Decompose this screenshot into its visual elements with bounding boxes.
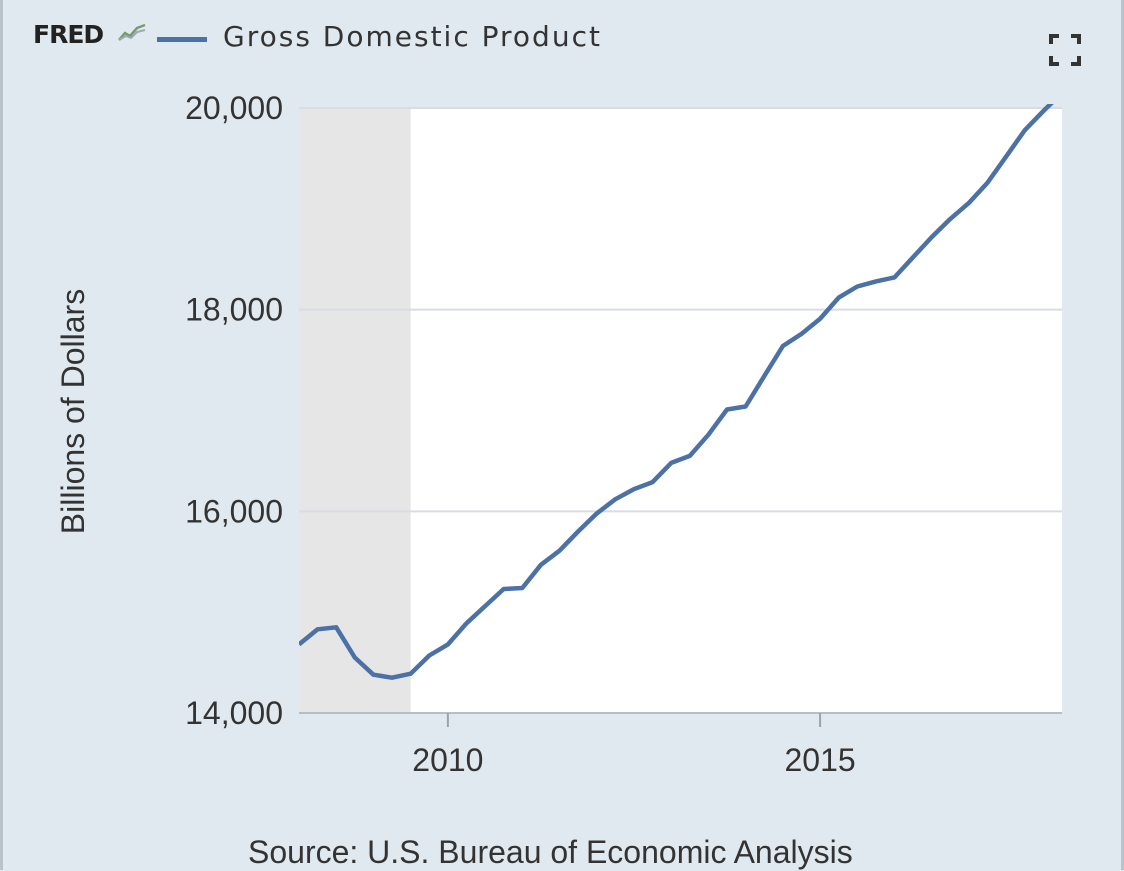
recession-shading-0 [299,108,411,713]
x-tick-label-1: 2015 [784,742,855,778]
plot-area [299,108,1062,713]
y-axis-label: Billions of Dollars [55,289,91,534]
y-tick-label-1: 16,000 [185,493,283,529]
y-tick-label-2: 18,000 [185,292,283,328]
chart: 14,000 16,000 18,000 20,000 2010 2015 Billions… [0,0,1124,830]
y-tick-label-3: 20,000 [185,90,283,126]
y-tick-label-0: 14,000 [185,695,283,731]
source-note: Source: U.S. Bureau of Economic Analysis [248,834,853,871]
x-tick-label-0: 2010 [412,742,483,778]
